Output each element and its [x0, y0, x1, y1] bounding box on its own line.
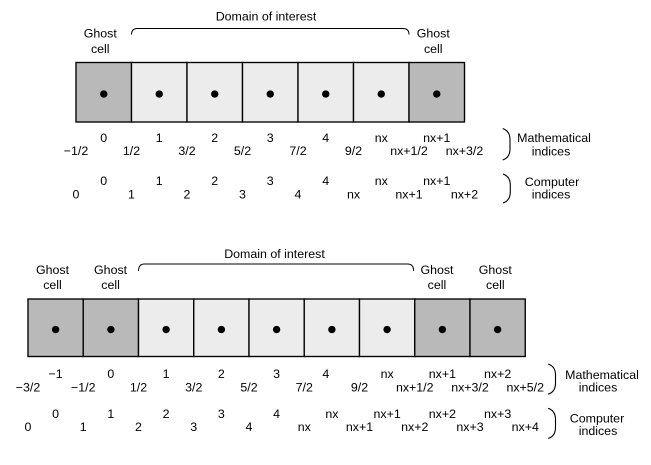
svg-text:Computer: Computer: [570, 411, 624, 425]
svg-text:nx+1: nx+1: [395, 187, 422, 201]
svg-text:4: 4: [322, 174, 329, 188]
svg-text:Ghost: Ghost: [479, 263, 513, 277]
svg-text:nx+1: nx+1: [346, 420, 373, 434]
svg-text:1/2: 1/2: [130, 381, 147, 395]
svg-text:nx: nx: [375, 174, 389, 188]
svg-text:nx+2: nx+2: [401, 420, 428, 434]
svg-text:2: 2: [211, 131, 218, 145]
svg-text:cell: cell: [43, 278, 62, 292]
svg-text:2: 2: [211, 174, 218, 188]
svg-text:Ghost: Ghost: [36, 263, 70, 277]
svg-text:cell: cell: [424, 42, 443, 56]
svg-text:indices: indices: [579, 380, 618, 394]
svg-text:−1/2: −1/2: [64, 144, 89, 158]
svg-text:4: 4: [295, 187, 302, 201]
svg-text:Ghost: Ghost: [420, 263, 454, 277]
svg-text:3/2: 3/2: [185, 381, 202, 395]
svg-text:4: 4: [273, 407, 280, 421]
svg-text:Domain of interest: Domain of interest: [224, 247, 325, 261]
svg-text:indices: indices: [579, 424, 618, 438]
svg-text:nx: nx: [375, 131, 389, 145]
svg-text:0: 0: [100, 174, 107, 188]
svg-text:nx: nx: [347, 187, 361, 201]
svg-text:9/2: 9/2: [345, 144, 362, 158]
svg-text:0: 0: [100, 131, 107, 145]
svg-text:0: 0: [52, 407, 59, 421]
svg-text:3: 3: [190, 420, 197, 434]
svg-text:Ghost: Ghost: [94, 263, 128, 277]
svg-text:7/2: 7/2: [296, 381, 313, 395]
svg-text:Computer: Computer: [525, 175, 579, 189]
svg-text:5/2: 5/2: [234, 144, 251, 158]
svg-text:3: 3: [273, 367, 280, 381]
svg-text:1: 1: [80, 420, 87, 434]
svg-text:nx+2: nx+2: [451, 187, 478, 201]
svg-text:1/2: 1/2: [123, 144, 140, 158]
svg-text:Mathematical: Mathematical: [565, 368, 639, 382]
svg-text:0: 0: [25, 420, 32, 434]
svg-text:nx+2: nx+2: [429, 407, 456, 421]
svg-text:nx: nx: [298, 420, 312, 434]
svg-text:indices: indices: [532, 188, 571, 202]
svg-text:Mathematical: Mathematical: [517, 131, 591, 145]
svg-text:nx+1: nx+1: [423, 131, 450, 145]
svg-text:nx+1/2: nx+1/2: [396, 381, 434, 395]
svg-text:7/2: 7/2: [289, 144, 306, 158]
svg-text:2: 2: [184, 187, 191, 201]
svg-text:nx+1: nx+1: [423, 174, 450, 188]
svg-text:3: 3: [267, 174, 274, 188]
svg-text:3/2: 3/2: [178, 144, 195, 158]
svg-text:4: 4: [246, 420, 253, 434]
svg-text:cell: cell: [486, 278, 505, 292]
svg-text:nx+2: nx+2: [484, 367, 511, 381]
svg-text:nx+5/2: nx+5/2: [506, 381, 544, 395]
svg-text:3: 3: [218, 407, 225, 421]
svg-text:1: 1: [163, 367, 170, 381]
svg-text:5/2: 5/2: [240, 381, 257, 395]
svg-text:2: 2: [135, 420, 142, 434]
svg-text:2: 2: [163, 407, 170, 421]
svg-text:1: 1: [107, 407, 114, 421]
svg-text:4: 4: [322, 367, 329, 381]
svg-text:indices: indices: [532, 145, 571, 159]
svg-text:nx: nx: [325, 407, 339, 421]
svg-text:nx+4: nx+4: [512, 420, 539, 434]
svg-text:−3/2: −3/2: [16, 381, 41, 395]
svg-text:cell: cell: [91, 42, 110, 56]
svg-text:0: 0: [73, 187, 80, 201]
svg-text:Ghost: Ghost: [417, 27, 451, 41]
svg-text:1: 1: [156, 174, 163, 188]
svg-text:3: 3: [267, 131, 274, 145]
svg-text:nx+3/2: nx+3/2: [446, 144, 484, 158]
svg-text:1: 1: [156, 131, 163, 145]
svg-text:nx+1: nx+1: [374, 407, 401, 421]
svg-text:−1: −1: [49, 367, 63, 381]
svg-text:9/2: 9/2: [351, 381, 368, 395]
svg-text:0: 0: [107, 367, 114, 381]
svg-text:cell: cell: [428, 278, 447, 292]
svg-text:nx+3: nx+3: [484, 407, 511, 421]
svg-text:Ghost: Ghost: [84, 27, 118, 41]
svg-text:nx+3/2: nx+3/2: [451, 381, 489, 395]
svg-text:nx+1: nx+1: [429, 367, 456, 381]
svg-text:2: 2: [218, 367, 225, 381]
svg-text:3: 3: [239, 187, 246, 201]
svg-text:nx+3: nx+3: [456, 420, 483, 434]
svg-text:Domain of interest: Domain of interest: [216, 9, 317, 23]
svg-text:1: 1: [128, 187, 135, 201]
svg-text:−1/2: −1/2: [71, 381, 96, 395]
svg-text:nx: nx: [381, 367, 395, 381]
svg-text:nx+1/2: nx+1/2: [390, 144, 428, 158]
svg-text:4: 4: [322, 131, 329, 145]
svg-text:cell: cell: [101, 278, 120, 292]
